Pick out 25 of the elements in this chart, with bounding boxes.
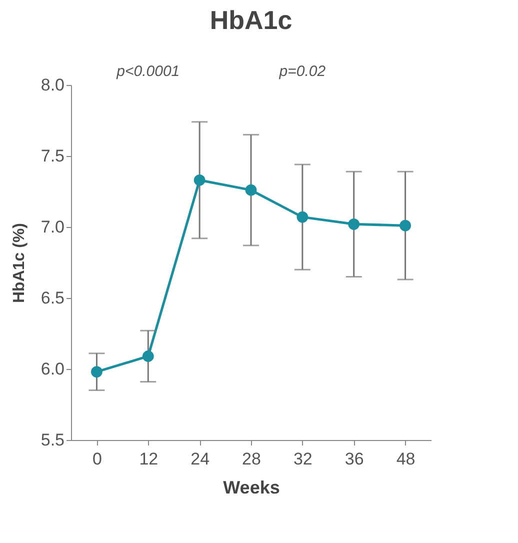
y-tick-label: 5.5 [40, 430, 64, 450]
point [296, 211, 308, 223]
y-tick-label: 8.0 [40, 76, 64, 94]
text: p<0.0001 [116, 63, 180, 80]
point [91, 366, 102, 378]
x-tick-label: 0 [92, 450, 102, 468]
y-tick-label: 6.5 [40, 288, 64, 308]
x-tick-label: 48 [396, 450, 416, 468]
point [400, 220, 411, 232]
y-tick-label: 7.0 [40, 218, 64, 236]
x-tick-label: 12 [139, 450, 158, 468]
chart-title: HbA1c [210, 5, 292, 35]
x-tick-label: 32 [293, 450, 312, 468]
y-axis-title: HbA1c (%) [10, 222, 28, 304]
point [245, 184, 257, 196]
y-tick-label: 6.0 [40, 360, 64, 378]
x-tick-label: 28 [242, 450, 261, 468]
text: p=0.02 [278, 63, 326, 80]
point [142, 350, 154, 362]
y-tick-label: 7.5 [40, 146, 64, 166]
x-tick-label: 24 [190, 450, 210, 468]
x-axis-title: Weeks [223, 478, 280, 498]
point [194, 174, 206, 186]
point [348, 218, 360, 230]
x-tick-label: 36 [344, 450, 364, 468]
